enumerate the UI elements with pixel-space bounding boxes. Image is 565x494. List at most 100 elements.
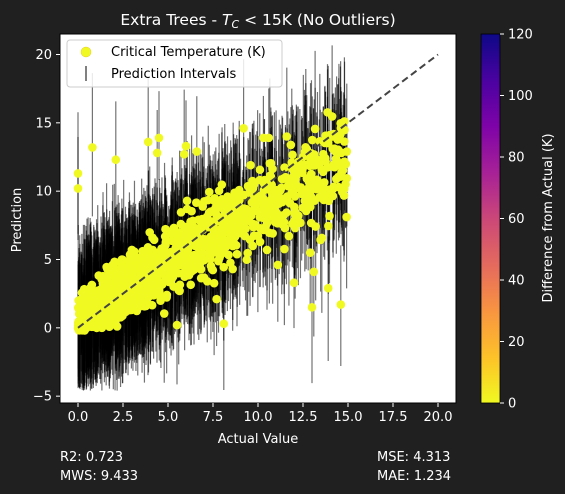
data-point (82, 298, 92, 308)
data-point (194, 260, 204, 270)
data-point (114, 282, 124, 292)
data-point (116, 263, 126, 273)
data-point (209, 226, 219, 235)
data-point (284, 177, 294, 187)
y-axis-label: Prediction (10, 188, 25, 253)
data-point (203, 195, 213, 205)
data-point (180, 223, 190, 233)
data-point (121, 297, 131, 306)
data-point (340, 184, 349, 194)
data-point (161, 237, 171, 247)
data-point (307, 135, 317, 145)
data-point (290, 192, 300, 201)
data-point (264, 133, 274, 143)
colorbar-tick-label: 120 (508, 28, 533, 43)
data-point (75, 296, 84, 306)
data-point (336, 300, 346, 309)
data-point (255, 212, 265, 222)
data-point (170, 262, 179, 272)
data-point (218, 200, 228, 210)
data-point (327, 112, 337, 121)
data-point (214, 256, 223, 266)
data-point (149, 235, 159, 245)
data-point (292, 216, 301, 226)
data-point (212, 294, 221, 304)
data-point (245, 206, 254, 216)
data-point (258, 205, 267, 214)
data-point (342, 147, 352, 156)
data-point (219, 319, 229, 329)
y-tick-label: 0 (44, 321, 52, 336)
data-point (306, 218, 316, 228)
data-point (249, 222, 258, 232)
data-point (214, 186, 224, 196)
y-tick-label: −5 (33, 390, 52, 405)
data-point (248, 183, 258, 193)
data-point (226, 258, 235, 268)
data-point (325, 211, 334, 221)
data-point (337, 167, 346, 177)
colorbar-tick-label: 0 (508, 397, 516, 412)
data-point (243, 248, 252, 258)
data-point (143, 137, 153, 147)
data-point (255, 165, 265, 175)
data-point (204, 187, 214, 197)
data-point (323, 283, 333, 293)
metric-mse: MSE: 4.313 (377, 450, 451, 465)
data-point (105, 288, 115, 298)
data-point (340, 137, 349, 146)
data-point (303, 184, 312, 194)
data-point (111, 155, 121, 165)
data-point (300, 147, 310, 157)
data-point (187, 206, 196, 216)
colorbar-label: Difference from Actual (K) (541, 133, 556, 302)
data-point (280, 223, 290, 233)
data-point (73, 169, 83, 178)
data-point (224, 222, 233, 231)
data-point (268, 164, 277, 174)
data-point (176, 236, 185, 246)
data-point (282, 132, 292, 141)
data-point (271, 207, 281, 217)
data-point (242, 255, 252, 265)
data-point (318, 189, 328, 199)
data-point (232, 197, 242, 207)
data-point (284, 231, 294, 241)
x-tick-label: 17.5 (379, 410, 408, 425)
data-point (198, 202, 208, 211)
data-point (176, 208, 186, 217)
y-axis-ticks: −5 0 5 10 15 20 (33, 48, 60, 405)
data-point (128, 296, 138, 305)
data-point (286, 140, 296, 150)
data-point (186, 280, 196, 290)
x-tick-label: 0.0 (68, 410, 89, 425)
data-point (84, 306, 94, 316)
data-point (199, 273, 209, 282)
data-point (159, 309, 169, 318)
data-point (73, 184, 83, 193)
data-point (182, 196, 192, 206)
chart-title: Extra Trees - TC < 15K (No Outliers) (120, 11, 395, 31)
colorbar-ticks: 0 20 40 60 80 100 120 (500, 28, 533, 412)
data-point (172, 320, 182, 330)
data-point (224, 236, 234, 245)
data-point (290, 223, 300, 233)
data-point (209, 278, 219, 288)
colorbar-tick-label: 20 (508, 335, 525, 350)
y-tick-label: 15 (35, 116, 52, 131)
data-point (166, 249, 176, 259)
data-point (280, 244, 289, 254)
data-point (167, 229, 176, 238)
x-tick-label: 7.5 (203, 410, 224, 425)
data-point (161, 224, 170, 234)
data-point (149, 291, 158, 300)
legend-label-points: Critical Temperature (K) (111, 45, 266, 60)
data-point (255, 175, 265, 185)
data-point (158, 249, 168, 259)
x-tick-label: 12.5 (289, 410, 318, 425)
data-point (289, 278, 299, 288)
legend: Critical Temperature (K) Prediction Inte… (66, 39, 283, 88)
colorbar-tick-label: 80 (508, 151, 525, 166)
data-point (125, 250, 135, 259)
data-points (73, 108, 352, 335)
